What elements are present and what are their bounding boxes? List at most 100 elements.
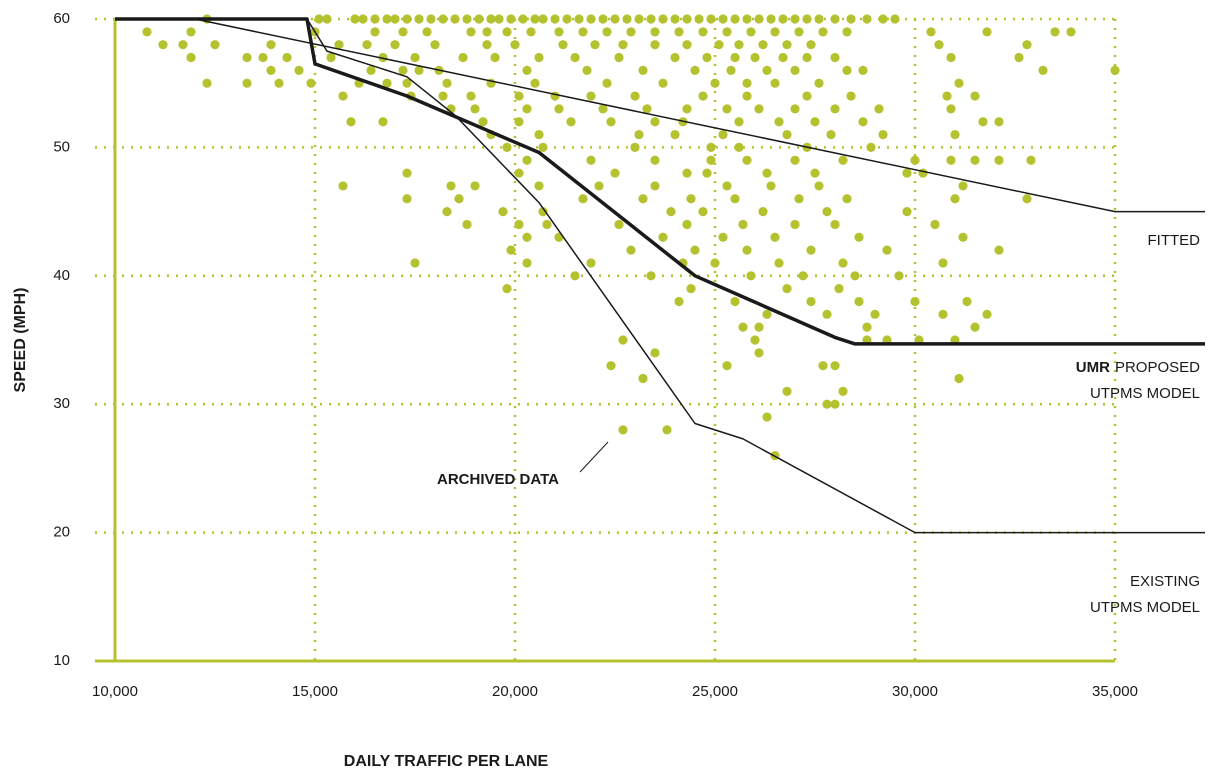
data-point xyxy=(522,155,532,165)
data-point xyxy=(870,309,880,319)
data-point xyxy=(586,155,596,165)
data-point xyxy=(842,27,852,37)
data-point xyxy=(750,335,760,345)
data-point xyxy=(606,117,616,127)
data-point xyxy=(834,284,844,294)
data-point xyxy=(878,129,888,140)
data-point xyxy=(818,27,828,37)
data-point xyxy=(582,65,592,75)
data-point xyxy=(682,40,692,50)
data-point xyxy=(414,14,424,24)
data-point xyxy=(538,142,548,152)
data-point xyxy=(830,219,840,230)
data-point xyxy=(402,194,412,204)
data-point xyxy=(502,142,512,152)
x-axis-title: DAILY TRAFFIC PER LANE xyxy=(344,753,549,770)
data-point xyxy=(750,52,760,63)
data-point xyxy=(754,348,764,358)
data-point xyxy=(954,78,964,88)
data-point xyxy=(382,78,392,88)
data-point xyxy=(766,181,776,191)
x-tick-label: 15,000 xyxy=(292,683,338,700)
series-label: EXISTING xyxy=(1130,573,1200,590)
data-point xyxy=(714,40,724,50)
data-point xyxy=(438,91,448,101)
data-point xyxy=(522,65,532,75)
data-point xyxy=(534,129,544,140)
data-point xyxy=(482,40,492,50)
data-point xyxy=(682,104,692,114)
data-point xyxy=(390,40,400,50)
data-point xyxy=(774,117,784,127)
data-point xyxy=(770,27,780,37)
data-point xyxy=(346,117,356,127)
data-point xyxy=(918,168,928,178)
data-point xyxy=(266,65,276,75)
data-point xyxy=(670,14,680,24)
labels: 10 20 30 40 50 60 10,000 15,000 20,000 25,000 30,0… xyxy=(53,10,1200,700)
data-point xyxy=(718,129,728,140)
data-point xyxy=(474,14,484,24)
data-point xyxy=(210,40,220,50)
data-point xyxy=(842,194,852,204)
data-point xyxy=(610,168,620,178)
data-point xyxy=(838,155,848,165)
data-point xyxy=(498,207,508,217)
data-point xyxy=(554,27,564,37)
data-point xyxy=(314,14,324,24)
data-point xyxy=(362,40,372,50)
data-point xyxy=(982,309,992,319)
data-point xyxy=(958,232,968,242)
data-point xyxy=(242,52,252,63)
data-point xyxy=(674,27,684,37)
series-label: UTPMS MODEL xyxy=(1090,599,1200,616)
data-point xyxy=(938,309,948,319)
data-point xyxy=(646,271,656,281)
data-point xyxy=(410,258,420,268)
data-point xyxy=(758,207,768,217)
data-point xyxy=(802,14,812,24)
data-point xyxy=(266,40,276,50)
data-point xyxy=(586,14,596,24)
data-point xyxy=(554,104,564,114)
data-point xyxy=(994,245,1004,255)
data-point xyxy=(742,91,752,101)
y-tick-label: 30 xyxy=(53,395,70,412)
data-point xyxy=(838,386,848,396)
data-point xyxy=(774,258,784,268)
data-point xyxy=(1110,65,1120,75)
data-point xyxy=(754,104,764,114)
data-point xyxy=(882,245,892,255)
data-point xyxy=(402,168,412,178)
data-point xyxy=(542,219,552,230)
model-lines xyxy=(115,17,1205,534)
data-point xyxy=(866,142,876,152)
data-point xyxy=(910,296,920,307)
data-point xyxy=(1066,27,1076,37)
data-point xyxy=(522,232,532,242)
data-point xyxy=(706,14,716,24)
data-point xyxy=(482,27,492,37)
data-point xyxy=(830,104,840,114)
data-point xyxy=(954,373,964,384)
data-point xyxy=(770,232,780,242)
data-point xyxy=(694,14,704,24)
data-point xyxy=(782,386,792,396)
data-point xyxy=(534,181,544,191)
data-point xyxy=(510,40,520,50)
data-point xyxy=(466,27,476,37)
data-point xyxy=(958,181,968,191)
data-point xyxy=(710,78,720,88)
data-point xyxy=(530,78,540,88)
data-point xyxy=(818,361,828,371)
x-tick-label: 25,000 xyxy=(692,683,738,700)
data-point xyxy=(814,14,824,24)
data-point xyxy=(638,194,648,204)
data-point xyxy=(710,258,720,268)
data-point xyxy=(890,14,900,24)
data-point xyxy=(658,14,668,24)
data-point xyxy=(622,14,632,24)
data-point xyxy=(938,258,948,268)
series-label: UTPMS MODEL xyxy=(1090,385,1200,402)
data-point xyxy=(506,245,516,255)
